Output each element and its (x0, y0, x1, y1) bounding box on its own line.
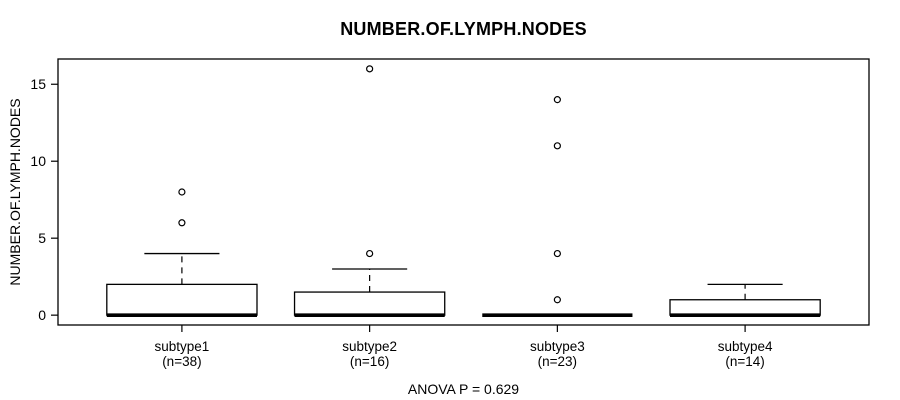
box-subtype3 (482, 96, 633, 317)
category-label: subtype3 (529, 339, 585, 354)
category-tick-label: subtype4 (n=14) (651, 339, 839, 369)
category-tick-label: subtype1 (n=38) (88, 339, 276, 369)
category-sublabel: (n=14) (725, 354, 765, 369)
iqr-box (106, 283, 258, 316)
category-sublabel: (n=16) (349, 354, 390, 369)
outlier-point (553, 96, 561, 104)
outlier-point (553, 142, 561, 150)
plot-frame (57, 58, 870, 326)
category-sublabel: (n=23) (537, 354, 578, 369)
outlier-point (553, 296, 561, 304)
box-subtype1 (106, 188, 258, 317)
outlier-point (366, 249, 374, 258)
iqr-box (293, 291, 446, 316)
category-tick-label: subtype2 (n=16) (276, 339, 464, 369)
category-label: subtype4 (717, 339, 773, 354)
y-tick-label: 5 (38, 230, 46, 247)
category-label: subtype1 (154, 339, 210, 354)
outlier-point (178, 188, 186, 196)
y-tick-label: 0 (38, 307, 46, 324)
box-subtype4 (669, 283, 821, 317)
y-tick-label: 15 (30, 76, 46, 93)
category-label: subtype2 (342, 339, 398, 354)
y-tick-label: 10 (30, 153, 46, 170)
anova-p-annotation: ANOVA P = 0.629 (407, 381, 520, 397)
outlier-point (178, 219, 186, 227)
iqr-box (669, 299, 821, 316)
box-subtype2 (293, 65, 446, 317)
outlier-point (553, 249, 561, 258)
category-tick-label: subtype3 (n=23) (463, 339, 651, 369)
category-sublabel: (n=38) (162, 354, 202, 369)
outlier-point (366, 65, 374, 73)
chart-title: NUMBER.OF.LYMPH.NODES (340, 19, 587, 39)
